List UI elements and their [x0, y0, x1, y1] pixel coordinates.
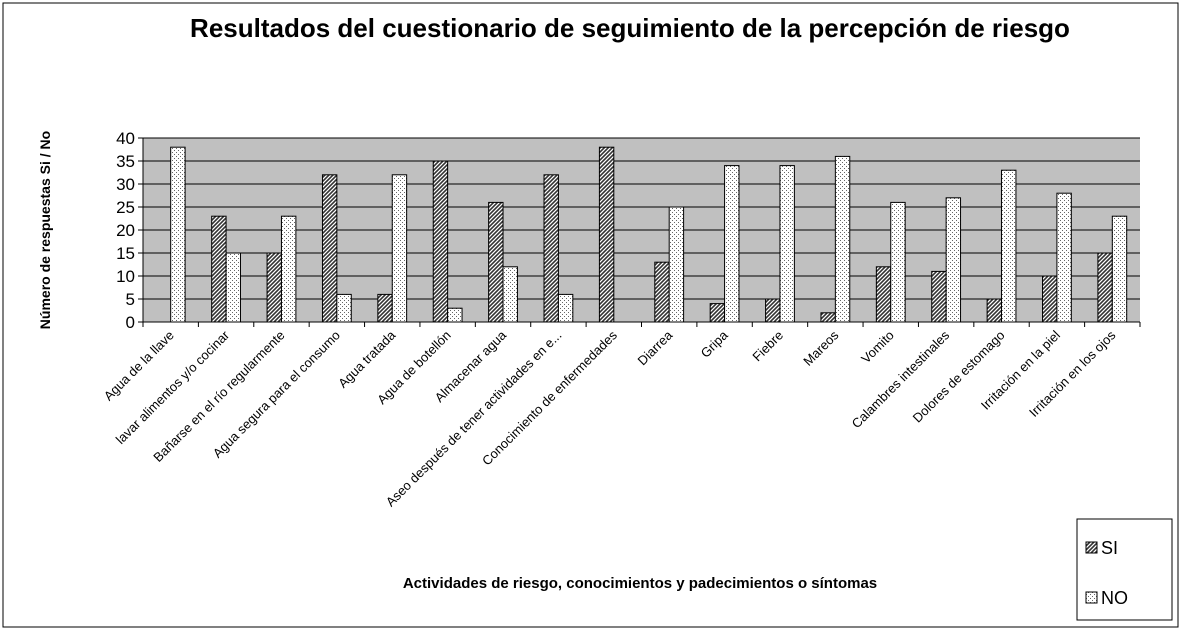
- x-tick-label: lavar alimentos y/o cocinar: [113, 327, 233, 447]
- bar: [724, 165, 740, 323]
- bar: [377, 293, 393, 323]
- x-tick-label: Calambres intestinales: [849, 327, 953, 431]
- y-tick-label: 30: [116, 175, 135, 194]
- bar: [336, 293, 352, 323]
- x-tick-label: Mareos: [800, 327, 842, 369]
- bar: [1042, 275, 1058, 323]
- bar: [765, 298, 781, 323]
- bar: [834, 155, 851, 323]
- y-axis-label: Número de respuestas Si / No: [37, 131, 53, 329]
- bar: [598, 146, 615, 323]
- bar: [890, 201, 906, 323]
- bar: [502, 266, 518, 323]
- y-tick-label: 0: [126, 313, 135, 332]
- bar: [1001, 169, 1017, 323]
- y-tick-label: 20: [116, 221, 135, 240]
- bar: [225, 252, 241, 323]
- y-tick-label: 15: [116, 244, 135, 263]
- x-tick-label: Vomito: [858, 328, 897, 367]
- bar: [986, 298, 1003, 323]
- bar: [447, 307, 463, 323]
- bar: [391, 174, 408, 323]
- bar: [557, 293, 574, 323]
- legend-label: SI: [1101, 538, 1118, 558]
- bar: [266, 252, 282, 323]
- bar: [709, 303, 726, 323]
- y-tick-label: 35: [116, 152, 135, 171]
- legend-swatch: [1085, 541, 1098, 554]
- bar: [432, 160, 449, 323]
- x-tick-label: Fiebre: [749, 328, 786, 365]
- bar: [668, 206, 685, 323]
- legend-label: NO: [1101, 588, 1128, 608]
- bar: [280, 215, 297, 323]
- x-tick-label: Diarrea: [635, 327, 676, 368]
- bar: [820, 312, 836, 323]
- bar: [1111, 215, 1128, 323]
- chart-title: Resultados del cuestionario de seguimien…: [190, 13, 1070, 43]
- y-tick-label: 10: [116, 267, 135, 286]
- y-tick-label: 5: [126, 290, 135, 309]
- x-axis-label: Actividades de riesgo, conocimientos y p…: [403, 575, 877, 592]
- legend-swatch: [1085, 591, 1098, 604]
- bar: [654, 261, 670, 323]
- bar: [170, 146, 186, 323]
- x-tick-label: Dolores de estomago: [910, 328, 1008, 426]
- bar: [543, 174, 559, 323]
- y-tick-label: 25: [116, 198, 135, 217]
- bar: [931, 270, 947, 323]
- bar: [488, 201, 504, 323]
- bar: [321, 174, 338, 323]
- bar: [779, 165, 795, 323]
- bar: [945, 197, 962, 323]
- bar: [1097, 252, 1113, 323]
- bar: [1056, 192, 1072, 323]
- x-tick-label: Gripa: [698, 327, 732, 361]
- bar: [211, 215, 227, 323]
- bar: [875, 266, 892, 323]
- y-tick-label: 40: [116, 129, 135, 148]
